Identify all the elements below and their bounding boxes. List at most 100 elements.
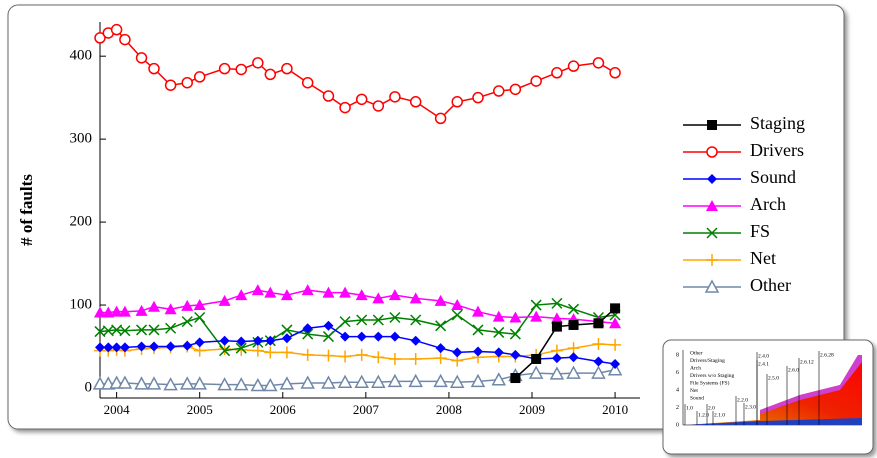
marker xyxy=(193,299,206,311)
marker xyxy=(118,305,131,317)
inset-version-label: 1.2.0 xyxy=(698,412,709,418)
marker xyxy=(433,373,448,388)
marker xyxy=(181,76,193,89)
marker xyxy=(340,331,351,342)
marker xyxy=(609,317,622,329)
marker xyxy=(119,342,130,353)
x-tick-label: 2005 xyxy=(187,402,213,417)
marker xyxy=(609,338,622,351)
marker xyxy=(235,342,247,354)
marker xyxy=(164,79,177,91)
marker xyxy=(551,67,563,79)
marker xyxy=(610,358,621,369)
legend-marker xyxy=(706,146,718,158)
marker xyxy=(136,341,147,352)
marker xyxy=(193,71,206,83)
inset-y-tick-label: 2 xyxy=(676,405,679,411)
marker xyxy=(451,309,463,321)
inset-legend-label: Sound xyxy=(690,395,704,401)
legend-label: FS xyxy=(750,221,770,241)
inset-version-label: 2.4.0 xyxy=(758,353,769,359)
inset-version-label: 2.0 xyxy=(708,405,715,411)
marker xyxy=(302,323,313,334)
marker xyxy=(149,341,159,352)
legend-label: Staging xyxy=(750,113,805,133)
marker xyxy=(322,286,335,298)
marker xyxy=(217,377,232,391)
marker xyxy=(146,376,162,390)
marker xyxy=(339,350,352,363)
marker xyxy=(372,314,384,326)
marker xyxy=(165,341,176,352)
marker xyxy=(409,96,422,108)
inset-version-label: 2.6.0 xyxy=(788,367,799,373)
legend-label: Sound xyxy=(750,167,796,187)
marker xyxy=(434,294,447,306)
marker xyxy=(339,101,351,114)
marker xyxy=(117,375,133,389)
marker xyxy=(568,319,579,330)
marker xyxy=(410,335,421,346)
x-tick-label: 2007 xyxy=(353,402,380,417)
inset-legend-label: Drivers/Staging xyxy=(690,358,725,364)
y-tick-label: 0 xyxy=(85,379,93,395)
inset-legend-label: Net xyxy=(690,388,698,394)
marker xyxy=(265,335,276,346)
marker xyxy=(264,286,277,298)
marker xyxy=(252,335,263,346)
marker xyxy=(219,335,230,346)
inset-version-label: 2.2.0 xyxy=(737,397,748,403)
marker xyxy=(179,376,195,390)
marker xyxy=(528,365,544,379)
marker xyxy=(94,32,106,44)
legend-marker xyxy=(707,174,717,184)
marker xyxy=(94,306,106,318)
marker xyxy=(322,349,335,362)
marker xyxy=(321,375,336,389)
inset-version-label: 1.0 xyxy=(686,405,693,411)
marker xyxy=(530,299,542,311)
marker xyxy=(510,349,521,360)
marker xyxy=(373,331,384,342)
marker xyxy=(181,316,193,328)
inset-version-label: 2.6.28 xyxy=(820,352,834,358)
marker xyxy=(387,373,403,388)
marker xyxy=(389,331,400,342)
marker xyxy=(163,377,178,391)
marker xyxy=(218,62,231,75)
inset-y-tick-label: 8 xyxy=(676,352,679,358)
marker xyxy=(510,373,521,384)
marker xyxy=(568,352,579,363)
marker xyxy=(134,376,149,390)
marker xyxy=(251,344,264,357)
marker xyxy=(472,324,484,336)
marker xyxy=(593,318,604,329)
marker xyxy=(280,289,293,301)
marker xyxy=(449,374,465,388)
marker xyxy=(607,362,623,376)
marker xyxy=(337,374,353,388)
legend-marker xyxy=(706,227,718,239)
marker xyxy=(235,63,247,76)
marker xyxy=(264,68,277,81)
legend-marker xyxy=(707,120,717,130)
inset-area xyxy=(683,418,862,425)
x-tick-label: 2010 xyxy=(602,402,628,417)
marker xyxy=(111,342,122,353)
inset-legend-label: File Systems (FS) xyxy=(690,379,730,386)
y-tick-label: 100 xyxy=(70,296,93,312)
marker xyxy=(165,322,177,334)
marker xyxy=(148,324,160,336)
marker xyxy=(355,289,368,301)
legend-marker xyxy=(706,254,718,266)
inset-version-label: 2.4.1 xyxy=(758,361,769,367)
marker xyxy=(301,284,314,296)
marker xyxy=(119,325,131,337)
marker xyxy=(434,112,447,125)
marker xyxy=(95,342,105,353)
marker xyxy=(322,331,334,343)
marker xyxy=(103,342,114,353)
marker xyxy=(281,62,293,75)
marker xyxy=(372,292,385,304)
